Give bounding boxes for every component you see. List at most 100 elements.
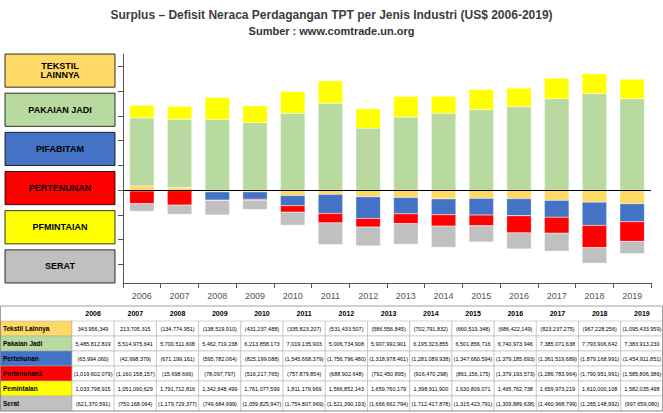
svg-text:(531,433,507): (531,433,507) <box>329 326 363 332</box>
svg-text:1,051,090,629: 1,051,090,629 <box>118 386 153 392</box>
svg-text:(1,754,807,969): (1,754,807,969) <box>285 401 324 407</box>
svg-text:Surplus – Defisit Neraca Perda: Surplus – Defisit Neraca Perdagangan TPT… <box>110 8 552 22</box>
svg-text:(335,823,207): (335,823,207) <box>287 326 321 332</box>
svg-text:6,213,858,173: 6,213,858,173 <box>244 341 279 347</box>
svg-text:6,740,973,946: 6,740,973,946 <box>498 341 533 347</box>
svg-text:(1,379,185,693): (1,379,185,693) <box>496 356 535 362</box>
svg-text:(586,556,845): (586,556,845) <box>371 326 405 332</box>
svg-text:2007: 2007 <box>170 291 190 301</box>
svg-text:2013: 2013 <box>381 310 397 317</box>
svg-text:2009: 2009 <box>212 310 228 317</box>
svg-text:213,705,315: 213,705,315 <box>120 326 151 332</box>
svg-text:Pemintalan: Pemintalan <box>3 385 38 392</box>
svg-text:(750,168,064): (750,168,064) <box>118 401 152 407</box>
svg-text:5,462,719,238: 5,462,719,238 <box>202 341 237 347</box>
svg-text:1,630,809,071: 1,630,809,071 <box>455 386 490 392</box>
svg-text:2018: 2018 <box>592 310 608 317</box>
svg-text:(1,095,433,959): (1,095,433,959) <box>622 326 661 332</box>
svg-text:(997,659,080): (997,659,080) <box>625 401 659 407</box>
svg-text:(1,160,158,157): (1,160,158,157) <box>116 371 155 377</box>
svg-text:2011: 2011 <box>297 310 312 317</box>
svg-text:(138,519,910): (138,519,910) <box>203 326 237 332</box>
svg-text:Pertenunan: Pertenunan <box>3 355 39 362</box>
svg-text:2017: 2017 <box>550 310 566 317</box>
svg-text:(15,698,666): (15,698,666) <box>162 371 193 377</box>
svg-text:(967,228,256): (967,228,256) <box>583 326 617 332</box>
svg-text:(1,179,729,377): (1,179,729,377) <box>158 401 197 407</box>
svg-text:1,342,648,499: 1,342,648,499 <box>202 386 237 392</box>
svg-text:(792,450,895): (792,450,895) <box>371 371 405 377</box>
svg-text:2010: 2010 <box>283 291 303 301</box>
svg-text:2019: 2019 <box>634 310 650 317</box>
svg-text:1,811,179,969: 1,811,179,969 <box>287 386 322 392</box>
svg-text:(823,237,275): (823,237,275) <box>540 326 574 332</box>
svg-text:SERAT: SERAT <box>45 261 75 271</box>
svg-text:PERTENUNAN: PERTENUNAN <box>29 183 92 193</box>
svg-text:1,582,035,498: 1,582,035,498 <box>624 386 659 392</box>
svg-text:5,485,812,819: 5,485,812,819 <box>76 341 111 347</box>
svg-text:2010: 2010 <box>254 310 270 317</box>
svg-text:Serat: Serat <box>3 400 20 407</box>
svg-text:2007: 2007 <box>128 310 144 317</box>
svg-text:2014: 2014 <box>423 310 439 317</box>
svg-text:(1,265,148,992): (1,265,148,992) <box>580 401 619 407</box>
svg-text:(516,217,765): (516,217,765) <box>245 371 279 377</box>
svg-text:(702,791,832): (702,791,832) <box>414 326 448 332</box>
svg-text:(42,998,379): (42,998,379) <box>120 356 151 362</box>
svg-text:(688,902,648): (688,902,648) <box>329 371 363 377</box>
svg-text:(671,199,161): (671,199,161) <box>160 356 194 362</box>
svg-text:2009: 2009 <box>245 291 265 301</box>
svg-text:PIFABITAM: PIFABITAM <box>36 144 84 154</box>
svg-text:(134,774,951): (134,774,951) <box>160 326 194 332</box>
svg-text:2008: 2008 <box>207 291 227 301</box>
svg-text:(1,286,783,964): (1,286,783,964) <box>538 371 577 377</box>
svg-text:(757,879,854): (757,879,854) <box>287 371 321 377</box>
svg-text:Tekstil Lainnya: Tekstil Lainnya <box>3 325 50 333</box>
svg-text:1,033,798,915: 1,033,798,915 <box>76 386 111 392</box>
svg-text:(621,370,591): (621,370,591) <box>76 401 110 407</box>
svg-text:2015: 2015 <box>465 310 481 317</box>
svg-text:2016: 2016 <box>509 291 529 301</box>
svg-text:(1,019,602,079): (1,019,602,079) <box>74 371 113 377</box>
svg-text:343,956,349: 343,956,349 <box>78 326 109 332</box>
svg-text:Sumber : www.comtrade.un.org: Sumber : www.comtrade.un.org <box>249 25 415 37</box>
svg-text:(1,879,168,991): (1,879,168,991) <box>580 356 619 362</box>
svg-text:(861,156,175): (861,156,175) <box>456 371 490 377</box>
svg-text:(78,097,797): (78,097,797) <box>204 371 235 377</box>
svg-text:(1,281,089,938): (1,281,089,938) <box>411 356 450 362</box>
svg-text:1,398,911,900: 1,398,911,900 <box>413 386 448 392</box>
svg-text:2019: 2019 <box>622 291 642 301</box>
svg-text:(1,318,978,461): (1,318,978,461) <box>369 356 408 362</box>
svg-text:(1,059,825,947): (1,059,825,947) <box>243 401 282 407</box>
svg-text:2017: 2017 <box>547 291 567 301</box>
svg-text:PAKAIAN JADI: PAKAIAN JADI <box>28 105 91 115</box>
svg-text:1,495,762,738: 1,495,762,738 <box>498 386 533 392</box>
svg-text:5,006,734,908: 5,006,734,908 <box>329 341 364 347</box>
svg-text:1,659,973,219: 1,659,973,219 <box>540 386 575 392</box>
svg-text:(431,237,488): (431,237,488) <box>245 326 279 332</box>
svg-text:(1,712,417,878): (1,712,417,878) <box>411 401 450 407</box>
svg-text:(749,684,999): (749,684,999) <box>203 401 237 407</box>
svg-text:(686,422,149): (686,422,149) <box>498 326 532 332</box>
svg-text:1,566,852,143: 1,566,852,143 <box>329 386 364 392</box>
svg-text:7,385,071,638: 7,385,071,638 <box>540 341 575 347</box>
svg-text:2015: 2015 <box>471 291 491 301</box>
svg-text:(1,545,668,379): (1,545,668,379) <box>285 356 324 362</box>
svg-text:Pakaian Jadi: Pakaian Jadi <box>3 340 43 347</box>
svg-text:7,019,135,903: 7,019,135,903 <box>287 341 322 347</box>
svg-text:7,793,906,642: 7,793,906,642 <box>582 341 617 347</box>
svg-text:(1,666,662,794): (1,666,662,794) <box>369 401 408 407</box>
svg-text:1,610,000,108: 1,610,000,108 <box>582 386 617 392</box>
svg-text:Pertenunan2: Pertenunan2 <box>3 370 43 377</box>
svg-text:(660,519,348): (660,519,348) <box>456 326 490 332</box>
svg-text:2006: 2006 <box>132 291 152 301</box>
svg-text:(595,782,064): (595,782,064) <box>203 356 237 362</box>
svg-text:(1,585,806,386): (1,585,806,386) <box>622 371 661 377</box>
svg-text:LAINNYA: LAINNYA <box>40 70 80 80</box>
svg-text:2006: 2006 <box>85 310 101 317</box>
svg-text:2012: 2012 <box>358 291 378 301</box>
svg-text:2011: 2011 <box>321 291 340 301</box>
svg-text:(1,361,519,689): (1,361,519,689) <box>538 356 577 362</box>
svg-text:(1,309,889,638): (1,309,889,638) <box>496 401 535 407</box>
svg-text:1,761,077,599: 1,761,077,599 <box>244 386 279 392</box>
